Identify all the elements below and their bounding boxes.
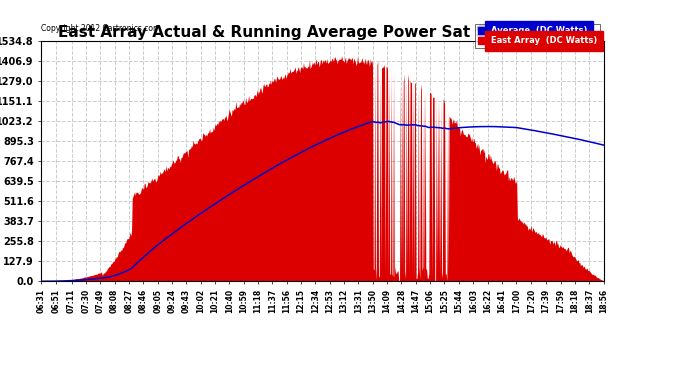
Title: East Array Actual & Running Average Power Sat Sep 15 19:01: East Array Actual & Running Average Powe… bbox=[58, 25, 587, 40]
Text: Copyright 2012 Cartronics.com: Copyright 2012 Cartronics.com bbox=[41, 24, 161, 33]
Legend: Average  (DC Watts), East Array  (DC Watts): Average (DC Watts), East Array (DC Watts… bbox=[475, 24, 600, 48]
